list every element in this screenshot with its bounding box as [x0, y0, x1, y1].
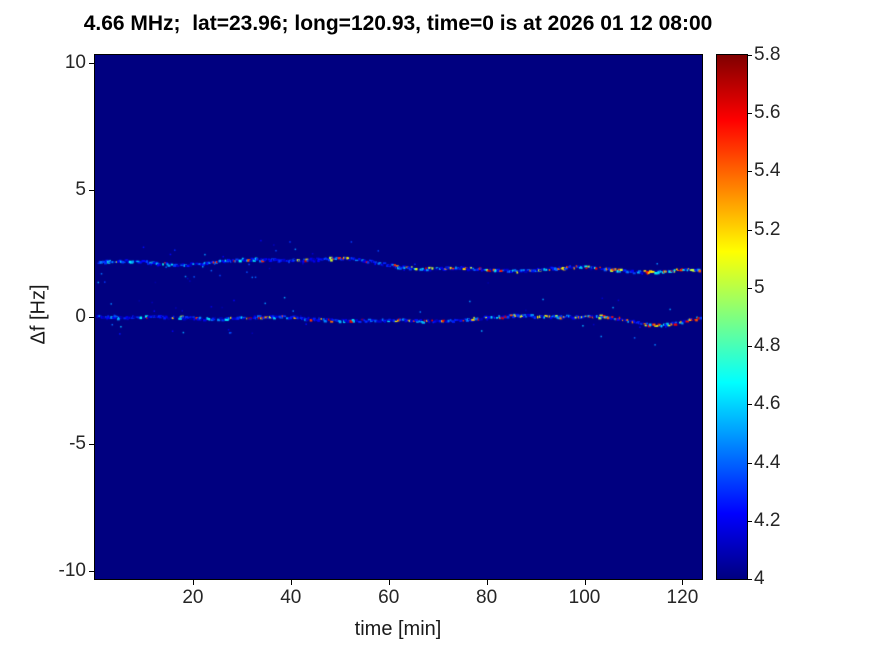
x-tick-mark [192, 580, 194, 585]
y-tick-mark [89, 444, 94, 446]
plot-area [94, 54, 703, 580]
colorbar-tick-mark [748, 579, 752, 580]
colorbar-tick-label: 4.6 [754, 393, 781, 415]
colorbar-tick-mark [748, 171, 752, 173]
colorbar-tick-mark [748, 346, 752, 348]
colorbar-tick-label: 4.4 [754, 451, 781, 473]
x-tick-label: 40 [280, 587, 302, 608]
y-tick-label: 5 [75, 178, 86, 200]
colorbar-tick-label: 4.8 [754, 335, 781, 357]
x-tick-label: 80 [476, 587, 498, 608]
spectrogram-canvas [95, 55, 702, 579]
x-tick-label: 60 [378, 587, 400, 608]
y-tick-mark [89, 62, 94, 64]
y-tick-mark [89, 189, 94, 191]
y-tick-label: 10 [64, 51, 86, 73]
colorbar-tick-label: 5.8 [754, 44, 781, 65]
colorbar-tick-mark [748, 229, 752, 231]
x-tick-label: 20 [182, 587, 204, 608]
x-tick-mark [290, 580, 292, 585]
colorbar-tick-mark [748, 462, 752, 464]
x-axis-label: time [min] [354, 618, 442, 640]
colorbar-tick-label: 5.6 [754, 102, 781, 124]
colorbar-tick-label: 4.2 [754, 509, 781, 531]
y-tick-label: 0 [75, 306, 86, 327]
colorbar-tick-mark [748, 404, 752, 406]
colorbar-tick-mark [748, 520, 752, 522]
y-tick-label: -5 [69, 433, 86, 455]
colorbar-tick-label: 5.2 [754, 218, 781, 240]
x-tick-mark [584, 580, 586, 585]
colorbar-tick-mark [748, 55, 752, 56]
colorbar-tick-mark [748, 113, 752, 115]
colorbar-tick-label: 4 [754, 568, 765, 589]
colorbar-tick-mark [748, 287, 752, 289]
x-tick-mark [486, 580, 488, 585]
colorbar [716, 54, 748, 580]
y-tick-mark [89, 571, 94, 573]
x-tick-mark [388, 580, 390, 585]
x-tick-label: 100 [568, 587, 601, 608]
x-tick-mark [682, 580, 684, 585]
colorbar-tick-label: 5.4 [754, 160, 781, 182]
colorbar-tick-label: 5 [754, 276, 765, 298]
y-tick-mark [89, 317, 94, 318]
chart-title: 4.66 MHz; lat=23.96; long=120.93, time=0… [83, 12, 713, 35]
x-tick-label: 120 [666, 587, 699, 608]
y-tick-label: -10 [58, 560, 86, 582]
